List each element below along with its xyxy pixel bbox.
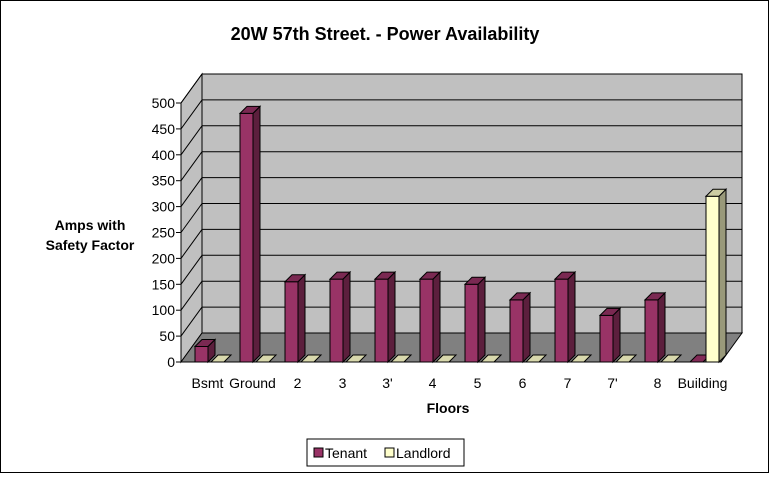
- legend: Tenant Landlord: [306, 438, 465, 467]
- legend-label-landlord: Landlord: [396, 445, 451, 461]
- bar-tenant-front: [644, 299, 659, 363]
- x-tick-label: 3: [339, 375, 347, 391]
- y-tick-label: 350: [152, 173, 176, 189]
- bar-landlord-flat: [299, 354, 323, 363]
- bar-tenant-front: [509, 299, 524, 363]
- y-tick-label: 100: [152, 302, 176, 318]
- bar-tenant-top: [598, 307, 622, 316]
- bar-tenant-top: [283, 274, 307, 283]
- bar-tenant-side: [477, 276, 486, 364]
- gridline-side: [180, 177, 203, 207]
- bar-tenant-top: [373, 271, 397, 280]
- y-tick-label: 0: [167, 354, 175, 370]
- gridline-side: [180, 125, 203, 156]
- x-tick-label: Ground: [229, 375, 276, 391]
- bar-tenant-top: [463, 276, 487, 285]
- bar-landlord-flat: [254, 354, 278, 363]
- x-tick-label: 8: [654, 375, 662, 391]
- x-tick-label: Building: [678, 375, 728, 391]
- bar-landlord-flat: [434, 354, 458, 363]
- bar-tenant-top: [553, 271, 577, 280]
- plot-area: 0 50 100 150 200 250 300 350 400 450 500 Bsmt Ground…: [152, 72, 743, 391]
- gridline-side: [180, 73, 203, 104]
- bar-tenant-top: [328, 271, 352, 280]
- gridline-side: [180, 280, 203, 311]
- bar-tenant-side: [432, 270, 441, 364]
- y-tick-label: 300: [152, 199, 176, 215]
- gridline-side: [180, 203, 203, 233]
- bar-tenant-side: [297, 273, 306, 364]
- y-axis-title-line-2: Safety Factor: [46, 237, 135, 253]
- bar-tenant-front: [464, 283, 479, 363]
- bar-landlord-flat: [344, 354, 368, 363]
- x-tick-label: 5: [474, 375, 482, 391]
- x-tick-label: 6: [519, 375, 527, 391]
- bar-tenant-front: [374, 278, 389, 363]
- bar-tenant-top: [418, 271, 442, 280]
- bar-landlord-flat: [524, 354, 548, 363]
- x-tick-label: 2: [294, 375, 302, 391]
- y-tick-label: 400: [152, 147, 176, 163]
- chart-title: 20W 57th Street. - Power Availability: [231, 24, 540, 44]
- bar-landlord-front: [705, 195, 720, 363]
- legend-swatch-landlord: [384, 447, 395, 458]
- y-tick-label: 200: [152, 250, 176, 266]
- bar-tenant-top: [643, 292, 667, 301]
- bar-landlord-top: [704, 188, 728, 197]
- bar-tenant-side: [342, 270, 351, 364]
- bar-landlord-flat: [659, 354, 683, 363]
- bar-tenant-front: [419, 278, 434, 363]
- legend-label-tenant: Tenant: [325, 445, 367, 461]
- x-tick-label: 7: [564, 375, 572, 391]
- gridline-side: [180, 151, 203, 181]
- x-tick-label: 4: [429, 375, 437, 391]
- y-tick-label: 150: [152, 276, 176, 292]
- y-tick-label: 250: [152, 225, 176, 241]
- bar-landlord-flat: [479, 354, 503, 363]
- y-tick-label: 450: [152, 121, 176, 137]
- bar-tenant-top: [193, 338, 217, 347]
- bar-tenant-side: [252, 105, 261, 364]
- bar-tenant-side: [387, 270, 396, 364]
- gridline-side: [180, 229, 203, 259]
- bar-tenant-front: [284, 281, 299, 363]
- bar-tenant-front: [194, 345, 209, 363]
- bar-landlord-flat: [389, 354, 413, 363]
- x-tick-label: Bsmt: [192, 375, 224, 391]
- bar-tenant-front: [554, 278, 569, 363]
- bar-landlord-flat: [209, 354, 233, 363]
- x-tick-label: 3': [382, 375, 392, 391]
- bar-tenant-front: [599, 314, 614, 363]
- x-tick-label: 7': [607, 375, 617, 391]
- bar-tenant-front: [329, 278, 344, 363]
- legend-swatch-tenant: [313, 447, 324, 458]
- bar-tenant-front: [239, 112, 254, 363]
- bar-tenant-side: [522, 291, 531, 364]
- x-axis-title: Floors: [427, 400, 470, 416]
- bar-landlord-flat: [569, 354, 593, 363]
- y-tick-label: 50: [159, 328, 175, 344]
- bar-tenant-side: [567, 270, 576, 364]
- bar-tenant-top: [508, 292, 532, 301]
- y-tick-label: 500: [152, 95, 176, 111]
- y-axis-title-line-1: Amps with: [55, 217, 126, 233]
- gridline-side: [180, 99, 203, 130]
- bar-tenant-side: [612, 307, 621, 364]
- bar-landlord-flat: [614, 354, 638, 363]
- bar-tenant-top: [238, 105, 262, 114]
- gridline-side: [180, 255, 203, 285]
- bar-tenant-side: [657, 291, 666, 364]
- gridline-side: [180, 306, 203, 337]
- bar-landlord-side: [718, 188, 727, 364]
